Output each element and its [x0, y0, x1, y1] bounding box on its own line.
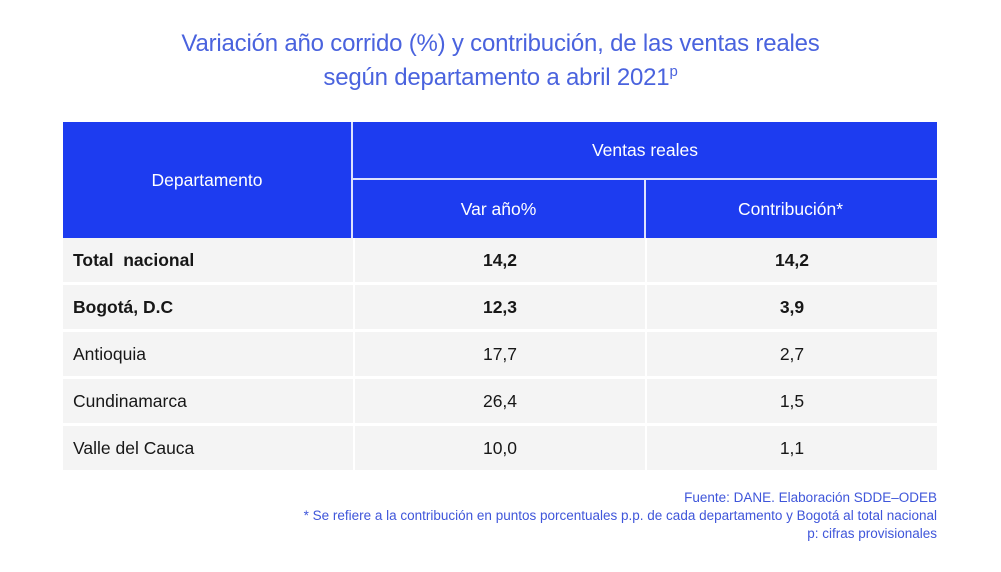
- contribucion-cell: 2,7: [645, 332, 937, 376]
- table-body: Total nacional 14,2 14,2 Bogotá, D.C 12,3 3,9…: [63, 238, 937, 470]
- table-row: Cundinamarca 26,4 1,5: [63, 379, 937, 423]
- table-row: Bogotá, D.C 12,3 3,9: [63, 285, 937, 329]
- table-row: Antioquia 17,7 2,7: [63, 332, 937, 376]
- contribucion-cell: 14,2: [645, 238, 937, 282]
- contribucion-cell: 3,9: [645, 285, 937, 329]
- table-row: Total nacional 14,2 14,2: [63, 238, 937, 282]
- title-superscript-p: p: [669, 63, 678, 80]
- departamento-cell: Bogotá, D.C: [73, 296, 174, 317]
- departamento-cell: Total nacional: [73, 249, 195, 270]
- table-row: Valle del Cauca 10,0 1,1: [63, 426, 937, 470]
- title-line-2: según departamento a abril 2021p: [0, 61, 1001, 95]
- title-line-1: Variación año corrido (%) y contribución…: [181, 30, 820, 57]
- header-contribucion: Contribución*: [644, 180, 935, 238]
- header-departamento: Departamento: [63, 122, 353, 238]
- departamento-cell: Antioquia: [73, 343, 146, 364]
- contribucion-cell: 1,1: [645, 426, 937, 470]
- footer-notes: Fuente: DANE. Elaboración SDDE–ODEB * Se…: [304, 489, 937, 543]
- page-title: Variación año corrido (%) y contribución…: [0, 27, 1001, 95]
- header-subrow: Var año% Contribución*: [353, 180, 937, 238]
- footer-note-asterisk: * Se refiere a la contribución en puntos…: [303, 508, 937, 523]
- header-ventas-group: Ventas reales Var año% Contribución*: [353, 122, 937, 238]
- var-ano-cell: 17,7: [353, 332, 645, 376]
- table-header: Departamento Ventas reales Var año% Cont…: [63, 122, 937, 238]
- contribucion-cell: 1,5: [645, 379, 937, 423]
- var-ano-cell: 10,0: [353, 426, 645, 470]
- title-line-2-text: según departamento a abril 2021: [323, 64, 670, 91]
- var-ano-cell: 26,4: [353, 379, 645, 423]
- footer-source: Fuente: DANE. Elaboración SDDE–ODEB: [684, 490, 937, 505]
- data-table: Departamento Ventas reales Var año% Cont…: [63, 122, 937, 473]
- header-var-ano: Var año%: [460, 198, 537, 219]
- var-ano-cell: 14,2: [353, 238, 645, 282]
- footer-note-provisional: p: cifras provisionales: [807, 526, 937, 541]
- header-ventas-reales: Ventas reales: [353, 122, 937, 180]
- var-ano-cell: 12,3: [353, 285, 645, 329]
- departamento-cell: Cundinamarca: [73, 390, 187, 411]
- departamento-cell: Valle del Cauca: [73, 437, 195, 458]
